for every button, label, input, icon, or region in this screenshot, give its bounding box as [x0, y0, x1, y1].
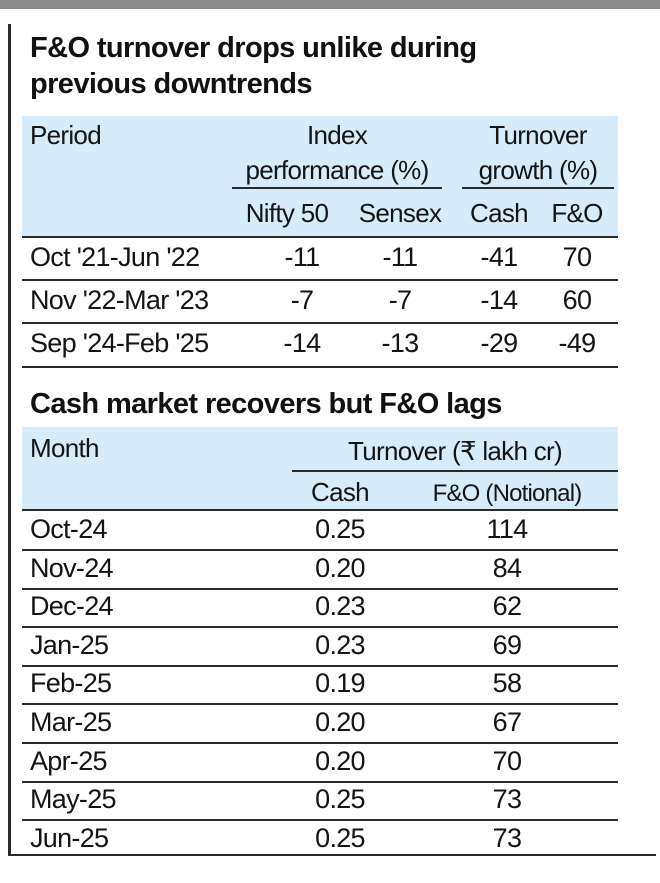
bottom-border: [8, 854, 656, 856]
table2-header-month: Month: [30, 433, 99, 463]
table1-col-cash: Cash: [470, 198, 529, 228]
table2-row-rule: [22, 626, 618, 628]
table2-header-band: [22, 427, 618, 510]
table2-row-fo: 69: [492, 630, 522, 660]
table2-row-fo: 62: [492, 591, 522, 621]
table2-row-month: Jun-25: [30, 823, 109, 853]
table2-row-cash: 0.23: [315, 630, 365, 660]
table2-row-cash: 0.20: [315, 707, 365, 737]
table1-header-band: [22, 116, 618, 238]
table2-title: Cash market recovers but F&O lags: [30, 388, 502, 420]
table1-title: F&O turnover drops unlike during previou…: [30, 32, 477, 100]
table2-row-month: Mar-25: [30, 707, 112, 737]
table2-header-rule: [22, 509, 618, 511]
table2-col-cash: Cash: [311, 477, 370, 507]
table2-row-rule: [22, 665, 618, 667]
table1-row-fo: -49: [558, 328, 597, 358]
table2-row-fo: 114: [486, 514, 529, 544]
table1-row-nifty: -11: [284, 242, 321, 272]
table1-header-turnover-line1: Turnover: [489, 120, 587, 150]
table1-row-nifty: -14: [283, 328, 322, 358]
top-border: [0, 0, 660, 9]
table2-header-group: Turnover (₹ lakh cr): [348, 436, 563, 466]
table1-index-group-rule: [232, 187, 442, 189]
left-border: [8, 24, 11, 856]
table1-header-period: Period: [30, 120, 102, 150]
table2-col-fo: F&O (Notional): [432, 480, 583, 507]
table1-row-rule: [22, 279, 618, 281]
table1-header-index-line2: performance (%): [245, 155, 429, 185]
table2-row-month: Nov-24: [30, 553, 114, 583]
table1-col-sensex: Sensex: [358, 198, 442, 228]
table1-bottom-rule: [22, 366, 618, 368]
table2-group-rule: [292, 470, 618, 472]
table2-row-rule: [22, 742, 618, 744]
table1-row-sensex: -7: [388, 285, 412, 315]
table2-row-fo: 58: [492, 668, 522, 698]
table2-row-cash: 0.25: [315, 514, 365, 544]
table1-row-period: Sep '24-Feb '25: [30, 328, 209, 358]
table1-col-fo: F&O: [551, 198, 603, 228]
table1-row-cash: -41: [480, 242, 519, 272]
table2-row-fo: 70: [492, 746, 522, 776]
table2-row-fo: 84: [492, 553, 522, 583]
table2-row-fo: 67: [492, 707, 522, 737]
table2-row-rule: [22, 588, 618, 590]
table1-col-nifty: Nifty 50: [245, 198, 329, 228]
table2-row-cash: 0.23: [315, 591, 365, 621]
table2-row-fo: 73: [492, 784, 522, 814]
table1-header-index-line1: Index: [306, 120, 368, 150]
table2-row-cash: 0.25: [315, 784, 365, 814]
table1-row-cash: -14: [480, 285, 519, 315]
table1-row-cash: -29: [480, 328, 519, 358]
table2-row-rule: [22, 549, 618, 551]
table2-row-month: Dec-24: [30, 591, 114, 621]
table2-row-cash: 0.25: [315, 823, 365, 853]
table1-header-turnover-line2: growth (%): [478, 155, 598, 185]
table2-row-rule: [22, 703, 618, 705]
table1-row-rule: [22, 322, 618, 324]
table2-row-cash: 0.19: [315, 668, 365, 698]
table1-turnover-group-rule: [462, 187, 614, 189]
table2-row-rule: [22, 781, 618, 783]
table2-row-month: Jan-25: [30, 630, 109, 660]
table2-row-cash: 0.20: [315, 553, 365, 583]
table2-row-fo: 73: [492, 823, 522, 853]
table1-row-fo: 60: [562, 285, 592, 315]
table1-row-sensex: -13: [381, 328, 420, 358]
table2-row-month: Feb-25: [30, 668, 112, 698]
table2-row-month: May-25: [30, 784, 117, 814]
table1-row-fo: 70: [562, 242, 592, 272]
table1-header-rule: [22, 236, 618, 238]
table2-row-cash: 0.20: [315, 746, 365, 776]
table2-row-month: Oct-24: [30, 514, 108, 544]
table2-row-month: Apr-25: [30, 746, 108, 776]
table2-row-rule: [22, 819, 618, 821]
table1-row-nifty: -7: [290, 285, 314, 315]
table1-row-period: Nov '22-Mar '23: [30, 285, 209, 315]
table1-row-sensex: -11: [382, 242, 419, 272]
table1-row-period: Oct '21-Jun '22: [30, 242, 200, 272]
